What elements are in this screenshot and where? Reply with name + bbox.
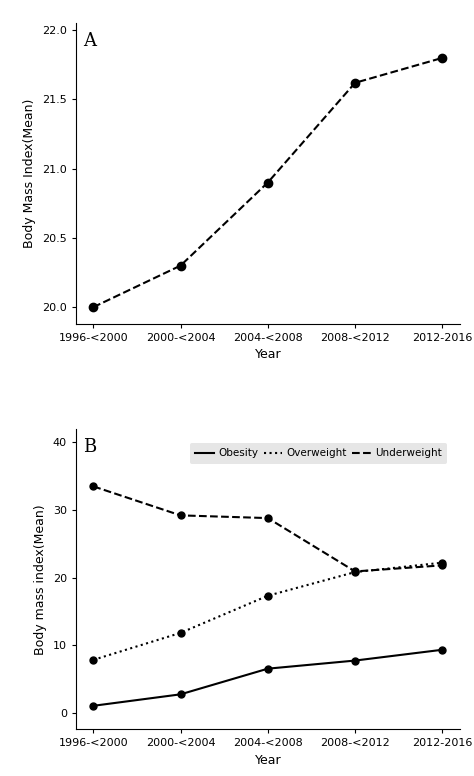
X-axis label: Year: Year [255,348,281,362]
Text: B: B [83,438,97,456]
X-axis label: Year: Year [255,754,281,767]
Legend: Obesity, Overweight, Underweight: Obesity, Overweight, Underweight [190,443,447,463]
Y-axis label: Body mass index(Mean): Body mass index(Mean) [34,504,47,654]
Text: A: A [83,33,97,50]
Y-axis label: Body Mass Index(Mean): Body Mass Index(Mean) [23,99,36,248]
